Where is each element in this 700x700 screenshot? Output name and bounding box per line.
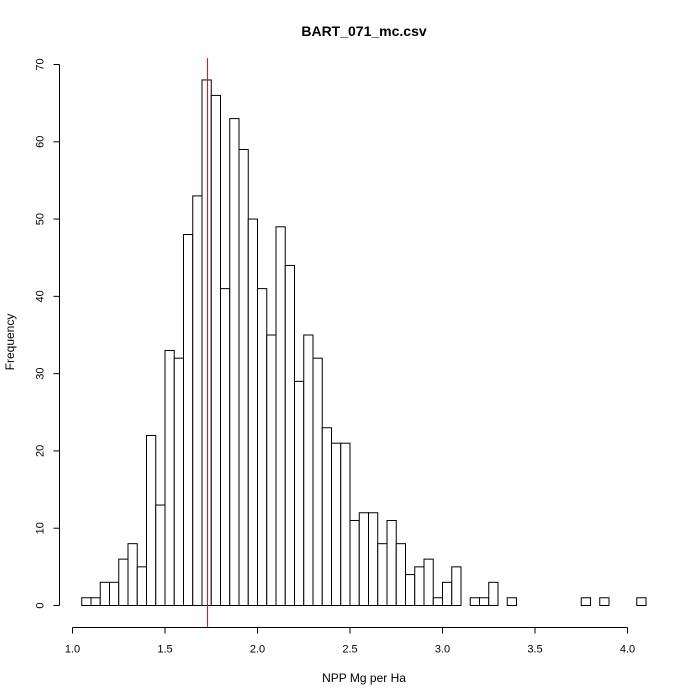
histogram-bar <box>173 357 184 606</box>
histogram-bar <box>321 427 332 606</box>
x-tick-label: 1.0 <box>65 644 80 656</box>
histogram-bar <box>368 512 379 606</box>
histogram-bar <box>599 597 610 606</box>
histogram-bar <box>257 288 268 606</box>
histogram-bar <box>395 543 406 607</box>
histogram-bar <box>109 581 120 606</box>
y-axis-label: Frequency <box>3 314 17 371</box>
histogram-bar <box>423 558 434 607</box>
y-tick-label: 40 <box>35 290 47 302</box>
histogram-bar <box>294 380 305 606</box>
histogram-bar <box>127 543 138 607</box>
histogram-bars <box>81 79 647 607</box>
histogram-bar <box>432 597 443 606</box>
x-axis: 1.0 1.5 2.0 2.5 3.0 3.5 4.0 <box>65 627 635 656</box>
x-tick-label: 2.0 <box>250 644 265 656</box>
histogram-bar <box>442 581 453 606</box>
histogram-bar <box>377 543 388 607</box>
y-tick-label: 70 <box>35 58 47 70</box>
histogram-bar <box>118 558 129 607</box>
x-tick-label: 1.5 <box>157 644 172 656</box>
histogram-bar <box>488 581 499 606</box>
histogram-bar <box>469 597 480 606</box>
histogram-bar <box>192 195 203 606</box>
histogram-bar <box>506 597 517 606</box>
histogram-bar <box>451 566 462 606</box>
histogram-bar <box>247 218 258 606</box>
histogram-bar <box>164 349 175 607</box>
histogram-bar <box>183 234 194 606</box>
histogram-bar <box>146 434 157 606</box>
y-tick-label: 60 <box>35 136 47 148</box>
y-tick-label: 50 <box>35 213 47 225</box>
histogram-bar <box>636 597 647 606</box>
x-tick-label: 4.0 <box>620 644 635 656</box>
x-tick-label: 3.5 <box>527 644 542 656</box>
y-tick-label: 0 <box>35 602 47 608</box>
histogram-bar <box>386 519 397 606</box>
histogram-bar <box>303 334 314 606</box>
histogram-bar <box>349 519 360 606</box>
histogram-bar <box>331 442 342 607</box>
histogram-bar <box>238 149 249 606</box>
histogram-bar <box>405 574 416 606</box>
histogram-bar <box>580 597 591 606</box>
y-tick-label: 20 <box>35 445 47 457</box>
histogram-bar <box>312 357 323 606</box>
histogram-bar <box>479 597 490 606</box>
histogram-bar <box>210 94 221 607</box>
histogram-bar <box>99 581 110 606</box>
histogram-bar <box>90 597 101 606</box>
histogram-bar <box>275 226 286 607</box>
histogram-bar <box>81 597 92 606</box>
histogram-bar <box>229 118 240 606</box>
histogram-bar <box>340 442 351 607</box>
x-tick-label: 3.0 <box>435 644 450 656</box>
histogram-bar <box>136 566 147 606</box>
x-tick-label: 2.5 <box>342 644 357 656</box>
histogram-bar <box>201 79 212 606</box>
histogram-bar <box>358 512 369 606</box>
chart-title: BART_071_mc.csv <box>301 23 427 39</box>
y-axis: 0 10 20 30 40 50 60 70 <box>35 58 60 609</box>
histogram-bar <box>220 288 231 606</box>
y-tick-label: 10 <box>35 522 47 534</box>
histogram-bar <box>414 566 425 606</box>
histogram-bar <box>155 504 166 606</box>
histogram-bar <box>284 264 295 606</box>
histogram-bar <box>266 334 277 606</box>
y-tick-label: 30 <box>35 368 47 380</box>
x-axis-label: NPP Mg per Ha <box>322 671 406 685</box>
